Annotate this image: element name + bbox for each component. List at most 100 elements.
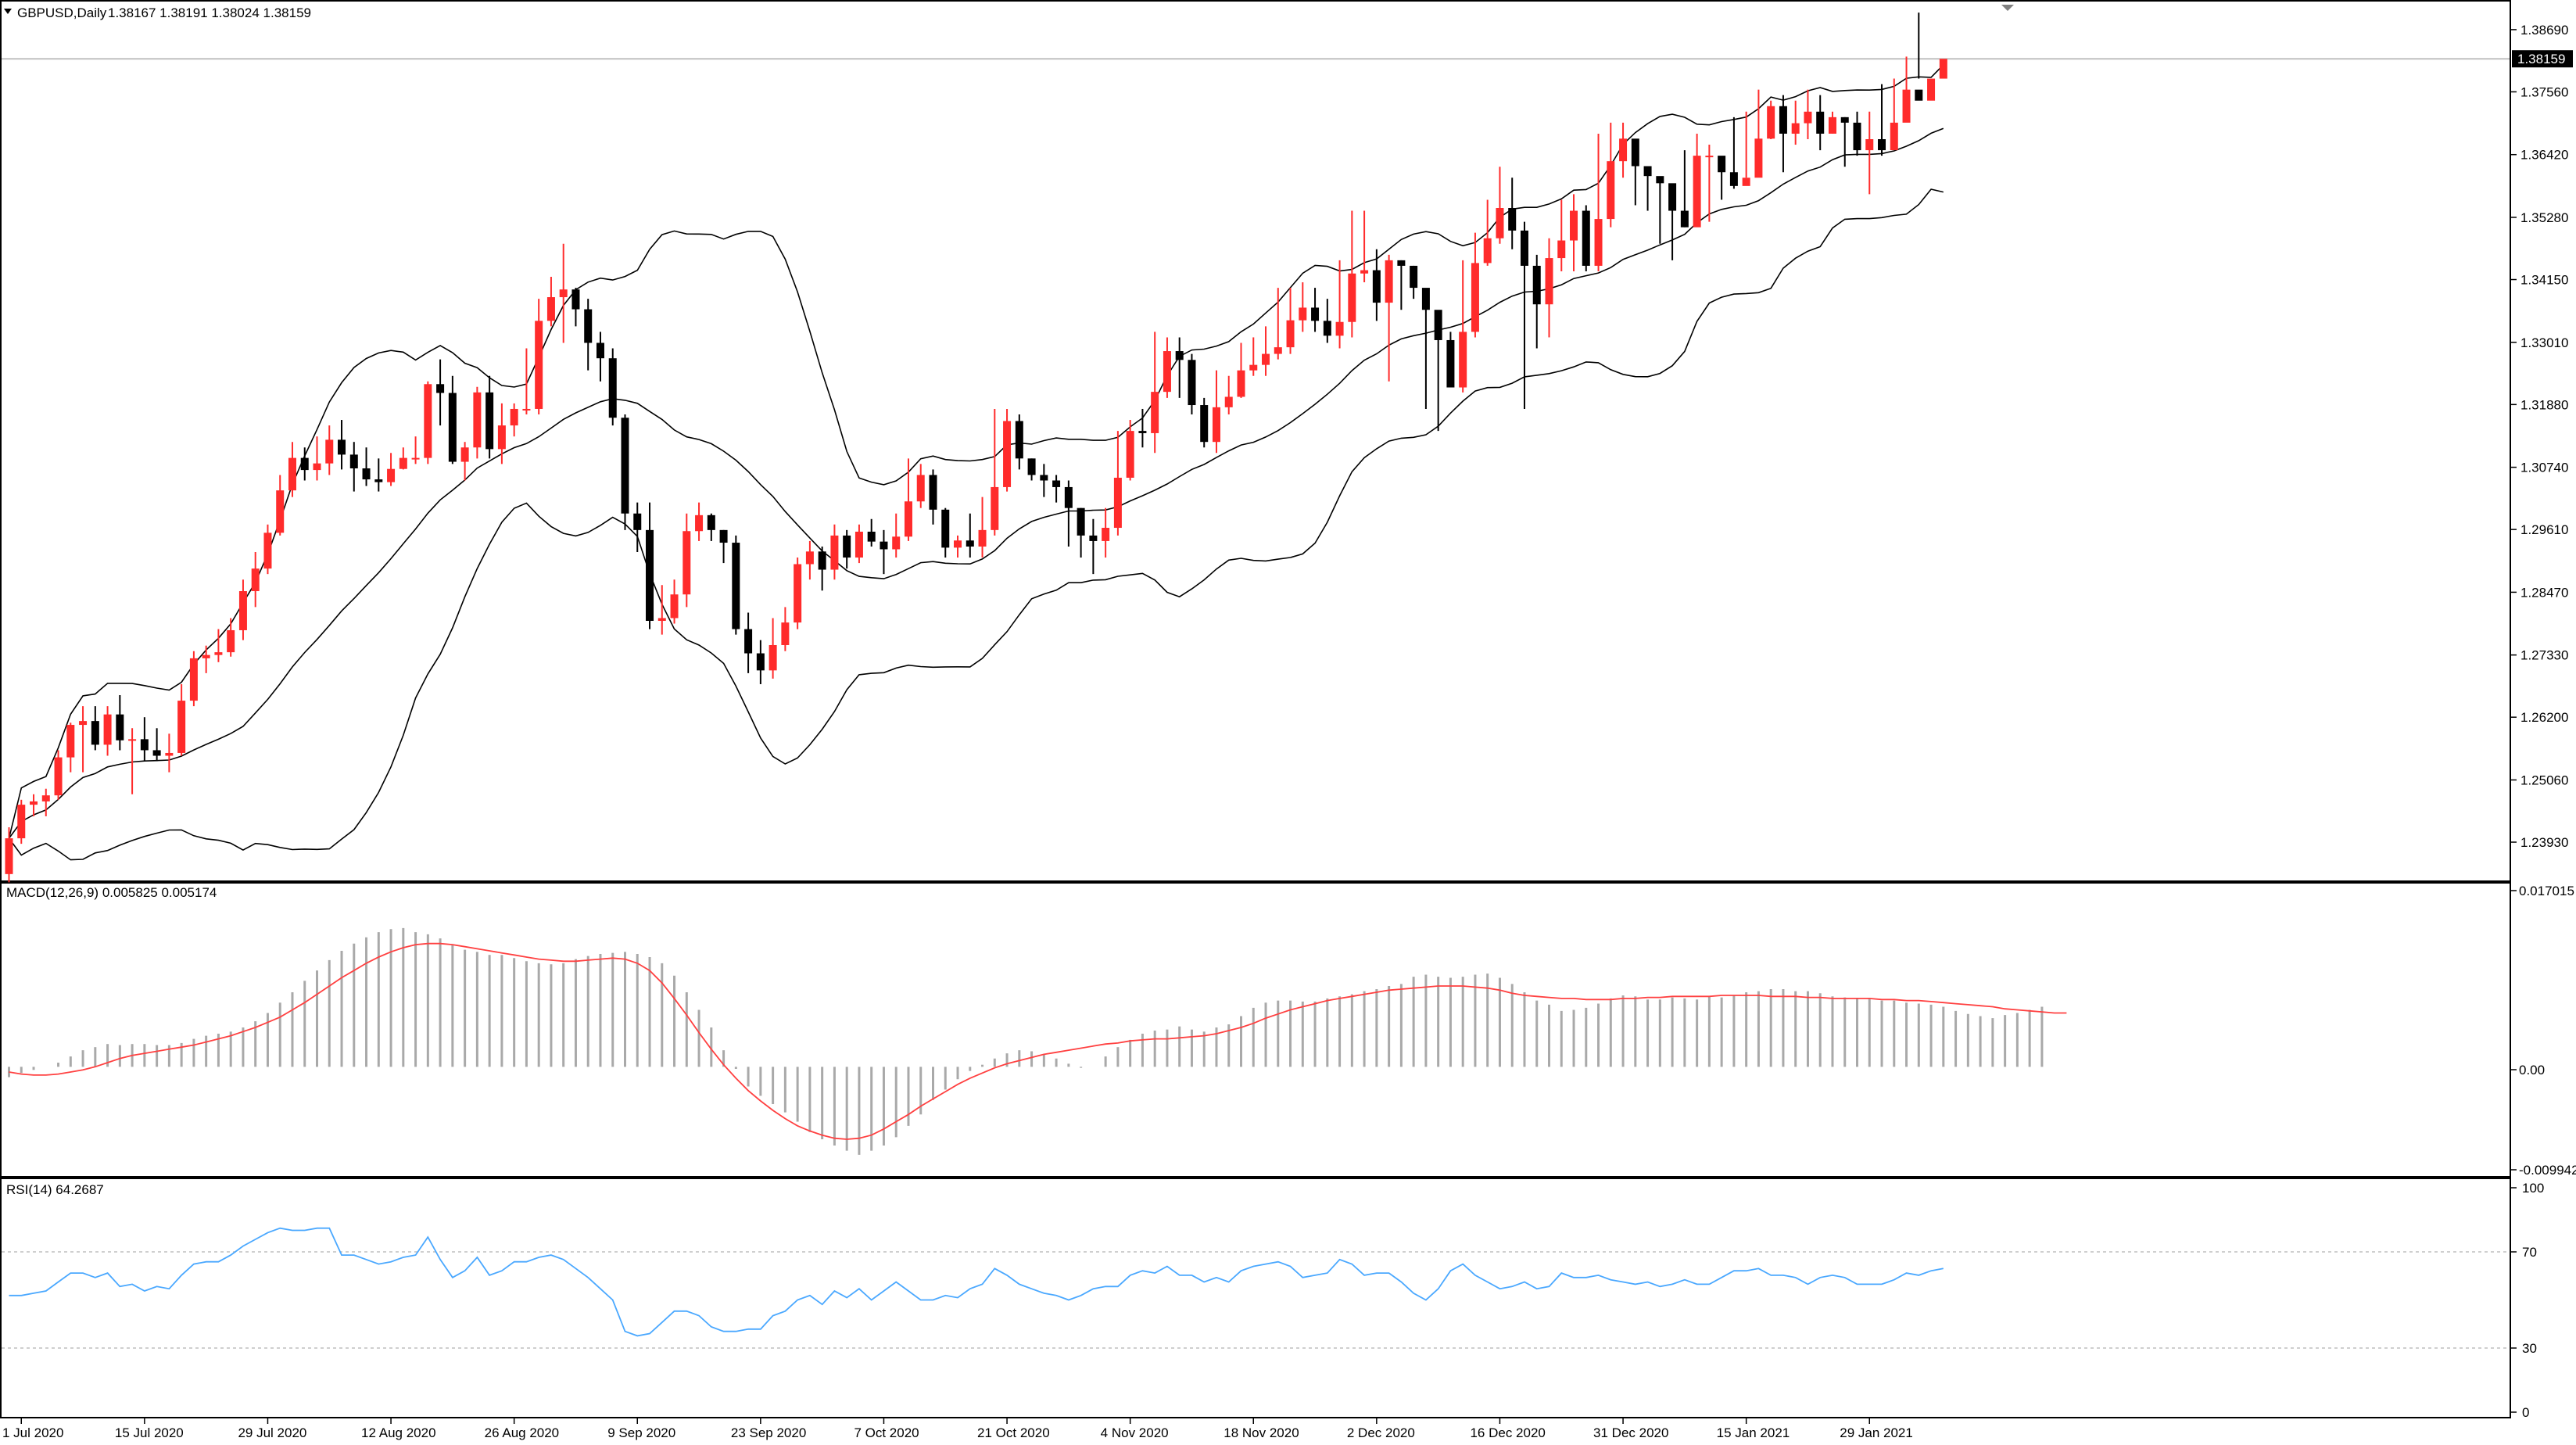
- bearish-candle: [1077, 507, 1085, 558]
- candle-body: [633, 513, 642, 530]
- time-tick-label: 26 Aug 2020: [485, 1425, 559, 1440]
- bullish-candle: [781, 607, 790, 651]
- candle-body: [1348, 273, 1356, 322]
- rsi-tick-100: 100: [2522, 1181, 2544, 1196]
- candle-body: [1557, 240, 1566, 259]
- candle-body: [1372, 270, 1381, 303]
- candle-body: [1779, 106, 1787, 134]
- bullish-candle: [1619, 122, 1628, 178]
- bullish-candle: [904, 458, 912, 541]
- bearish-candle: [338, 420, 346, 470]
- candle-body: [424, 384, 432, 458]
- time-tick-label: 1 Jul 2020: [2, 1425, 63, 1440]
- bullish-candle: [497, 403, 506, 464]
- candle-body: [349, 454, 358, 468]
- candle-body: [276, 490, 285, 533]
- candle-body: [1853, 122, 1861, 151]
- bearish-candle: [1643, 166, 1652, 211]
- bearish-candle: [843, 529, 851, 569]
- bullish-candle: [794, 558, 802, 629]
- bullish-candle: [1607, 122, 1615, 228]
- bullish-candle: [1767, 100, 1775, 140]
- bearish-candle: [1015, 414, 1023, 470]
- bearish-candle: [646, 502, 654, 629]
- bearish-candle: [300, 447, 309, 481]
- time-tick-label: 2 Dec 2020: [1347, 1425, 1415, 1440]
- candle-body: [1200, 405, 1209, 443]
- bearish-candle: [1582, 205, 1590, 271]
- bearish-candle: [941, 507, 950, 558]
- chart-shift-marker-icon[interactable]: [2001, 5, 2014, 11]
- candle-body: [1729, 172, 1738, 186]
- bearish-candle: [1089, 518, 1098, 575]
- time-tick-label: 29 Jan 2021: [1840, 1425, 1913, 1440]
- time-tick-label: 4 Nov 2020: [1101, 1425, 1169, 1440]
- bullish-candle: [1237, 342, 1245, 398]
- candle-body: [1582, 210, 1590, 266]
- price-tick-label: 1.26200: [2520, 710, 2568, 725]
- bullish-candle: [954, 535, 962, 558]
- bollinger-lower-band: [8, 188, 1944, 861]
- candle-body: [695, 515, 704, 532]
- bearish-candle: [91, 706, 99, 751]
- bearish-candle: [1446, 332, 1455, 388]
- candle-body: [1335, 321, 1344, 336]
- bullish-candle: [5, 827, 13, 883]
- candle-body: [1668, 183, 1677, 211]
- candle-body: [1643, 166, 1652, 177]
- candle-body: [325, 439, 334, 464]
- bearish-candle: [349, 442, 358, 492]
- bearish-candle: [756, 640, 765, 684]
- time-tick-label: 9 Sep 2020: [607, 1425, 675, 1440]
- macd-signal-path: [9, 942, 2067, 1140]
- bullish-candle: [251, 552, 260, 608]
- bearish-candle: [608, 348, 617, 426]
- bearish-candle: [1200, 397, 1209, 448]
- bullish-candle: [165, 733, 174, 773]
- bullish-candle: [522, 348, 531, 415]
- candle-body: [91, 721, 99, 745]
- bullish-candle: [54, 750, 63, 800]
- candle-body: [1840, 117, 1849, 123]
- bullish-candle: [66, 722, 75, 773]
- candle-body: [1027, 458, 1036, 475]
- bullish-candle: [399, 447, 407, 470]
- bullish-candle: [325, 425, 334, 475]
- candle-body: [1224, 396, 1233, 407]
- candle-body: [683, 531, 691, 595]
- bullish-candle: [1126, 420, 1134, 481]
- candle-body: [1212, 407, 1220, 443]
- bullish-candle: [1557, 199, 1566, 271]
- bullish-candle: [1754, 89, 1763, 178]
- bullish-candle: [214, 629, 223, 662]
- candle-body: [497, 425, 506, 450]
- bullish-candle: [1299, 282, 1307, 332]
- bearish-candle: [1175, 337, 1184, 398]
- price-axis[interactable]: 1.38690 1.37560 1.36420 1.35280 1.34150 1.330…: [2510, 23, 2568, 850]
- price-tick-label: 1.35280: [2520, 210, 2568, 225]
- bearish-candle: [1680, 150, 1689, 228]
- candle-body: [522, 408, 531, 411]
- bullish-candle: [1274, 288, 1282, 360]
- candle-body: [238, 590, 247, 630]
- time-axis[interactable]: 1 Jul 2020 15 Jul 2020 29 Jul 2020 12 Aug 2…: [2, 1418, 1913, 1440]
- candle-body: [657, 618, 666, 622]
- time-tick-label: 29 Jul 2020: [238, 1425, 306, 1440]
- bullish-candle: [79, 706, 88, 773]
- time-tick-label: 23 Sep 2020: [731, 1425, 806, 1440]
- bullish-candle: [916, 464, 925, 508]
- bearish-candle: [744, 612, 753, 673]
- candle-body: [1520, 230, 1528, 266]
- candle-body: [1077, 507, 1085, 536]
- collapse-triangle-icon[interactable]: [4, 9, 12, 14]
- bearish-candle: [116, 695, 124, 751]
- candle-body: [1385, 260, 1393, 303]
- candle-body: [769, 644, 777, 671]
- time-tick-label: 12 Aug 2020: [361, 1425, 435, 1440]
- candle-body: [1262, 353, 1270, 365]
- rsi-tick-0: 0: [2522, 1405, 2529, 1420]
- candle-body: [510, 408, 518, 426]
- bearish-candle: [732, 535, 740, 635]
- bearish-candle: [485, 375, 494, 459]
